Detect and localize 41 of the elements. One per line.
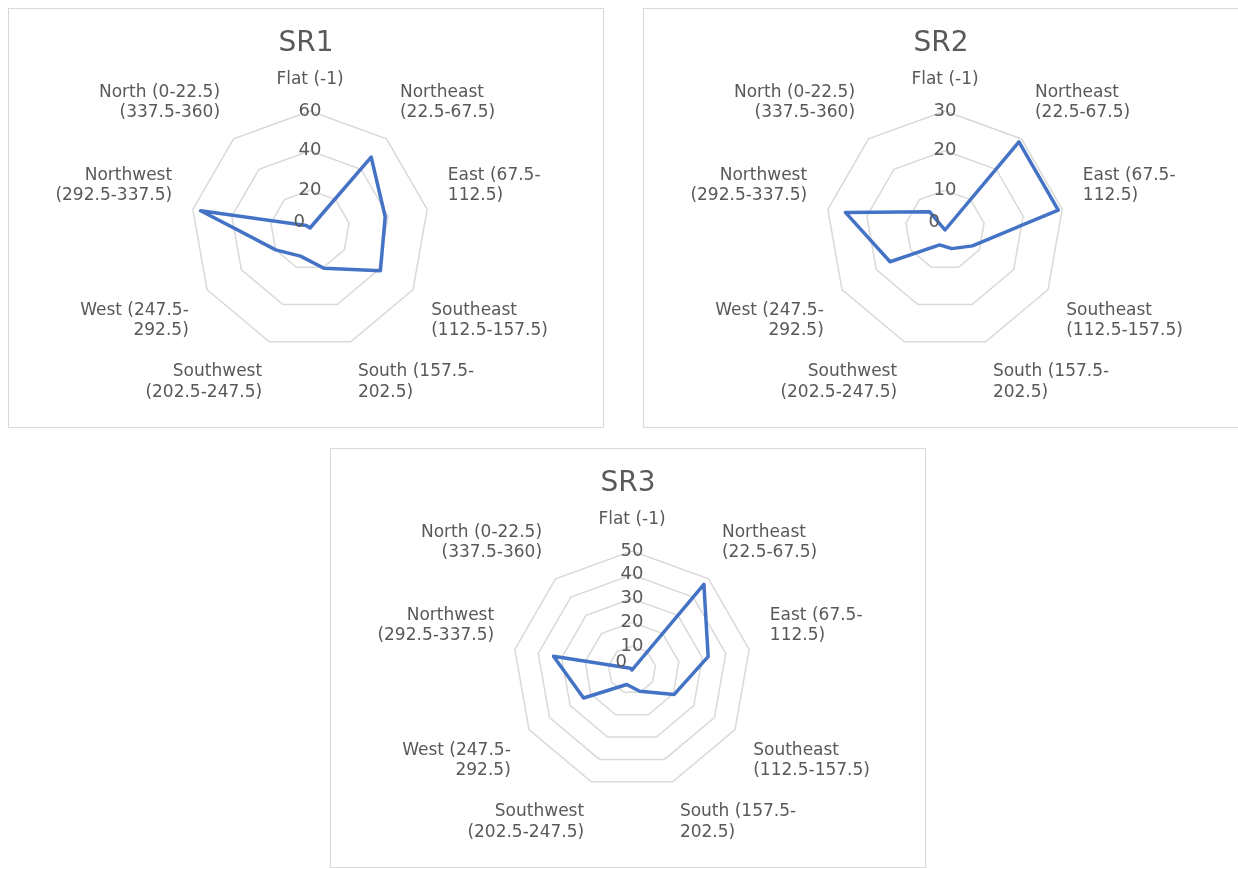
chart-title: SR2 <box>913 25 969 59</box>
spoke-label: Southwest (202.5-247.5) <box>467 800 585 841</box>
spoke-label: Southeast (112.5-157.5) <box>753 738 870 780</box>
spoke-label: East (67.5-112.5) <box>769 603 863 644</box>
y-tick-label: 20 <box>933 138 957 160</box>
y-tick-label: 10 <box>933 178 957 200</box>
y-tick-label: 40 <box>298 138 322 160</box>
y-tick-label: 40 <box>620 562 644 584</box>
y-tick-label: 30 <box>620 586 644 608</box>
spoke-label: Southwest (202.5-247.5) <box>780 360 898 401</box>
spoke-label: Northwest (292.5-337.5) <box>377 603 495 644</box>
spoke-label: North (0-22.5) (337.5-360) <box>420 520 543 561</box>
spoke-label: North (0-22.5) (337.5-360) <box>733 80 856 121</box>
y-tick-label: 10 <box>620 633 644 655</box>
y-tick-label: 20 <box>620 610 644 632</box>
spoke-label: East (67.5-112.5) <box>1082 163 1176 204</box>
chart-title: SR3 <box>600 465 656 499</box>
y-tick-label: 60 <box>298 98 322 120</box>
spoke-label: Northeast (22.5-67.5) <box>1034 80 1131 121</box>
spoke-label: South (157.5-202.5) <box>679 800 797 841</box>
chart-title: SR1 <box>278 25 334 59</box>
spoke-label: Northeast (22.5-67.5) <box>721 520 818 561</box>
spoke-label: Northwest (292.5-337.5) <box>690 163 808 204</box>
spoke-label: Flat (-1) <box>276 68 344 89</box>
spoke-label: Southwest (202.5-247.5) <box>145 360 263 401</box>
spoke-label: West (247.5-292.5) <box>80 298 189 340</box>
spoke-label: Northwest (292.5-337.5) <box>55 163 173 204</box>
y-tick-label: 30 <box>933 98 957 120</box>
spoke-label: South (157.5-202.5) <box>357 360 475 401</box>
spoke-label: Flat (-1) <box>598 508 666 529</box>
spoke-label: North (0-22.5) (337.5-360) <box>98 80 221 121</box>
spoke-label: West (247.5-292.5) <box>715 298 824 340</box>
spoke-label: Southeast (112.5-157.5) <box>1066 298 1183 340</box>
spoke-label: Southeast (112.5-157.5) <box>431 298 548 340</box>
y-tick-label: 20 <box>298 178 322 200</box>
spoke-label: East (67.5-112.5) <box>447 163 541 204</box>
y-tick-label: 50 <box>620 538 644 560</box>
spoke-label: Northeast (22.5-67.5) <box>399 80 496 121</box>
spoke-label: Flat (-1) <box>911 68 979 89</box>
spoke-label: South (157.5-202.5) <box>992 360 1110 401</box>
spoke-label: West (247.5-292.5) <box>402 738 511 780</box>
